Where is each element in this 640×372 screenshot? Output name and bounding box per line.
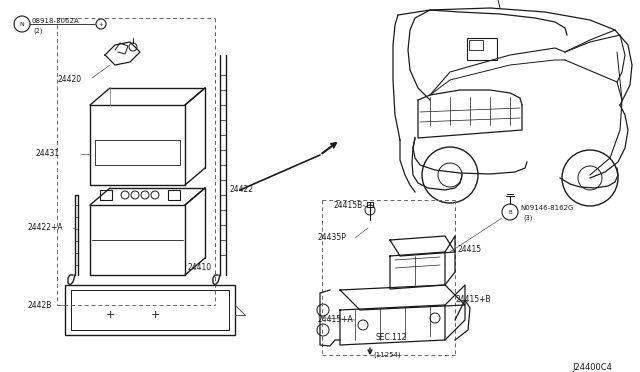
Bar [65,285,235,335]
Text: 24420: 24420 [57,75,81,84]
Text: 24422: 24422 [229,186,253,195]
Bar [95,140,180,165]
Bar [469,40,483,50]
Bar [168,190,180,200]
Bar [467,38,497,60]
Text: SEC.112: SEC.112 [375,333,406,342]
Text: B: B [508,209,512,215]
Text: 24410: 24410 [187,263,211,273]
Text: 24415: 24415 [458,246,482,254]
Text: +: + [99,22,104,26]
Text: N09146-8162G: N09146-8162G [520,205,573,211]
Text: (3): (3) [523,215,532,221]
Text: 24415+B: 24415+B [455,295,491,305]
Text: (11254): (11254) [373,352,401,359]
Text: J24400C4: J24400C4 [572,363,612,372]
Text: (2): (2) [33,27,42,33]
Text: 24431: 24431 [36,150,60,158]
Text: +: + [150,310,160,320]
Text: 2442B: 2442B [28,301,52,310]
Text: 08918-3062A: 08918-3062A [31,18,79,24]
Text: 24435P: 24435P [318,234,347,243]
Bar [100,190,112,200]
Bar [367,202,373,207]
Text: 24415B: 24415B [333,201,362,209]
Bar [71,290,229,330]
Text: 24422+A: 24422+A [28,224,63,232]
Text: N: N [20,22,24,26]
Text: 24415+A: 24415+A [318,315,354,324]
Text: +: + [106,310,115,320]
